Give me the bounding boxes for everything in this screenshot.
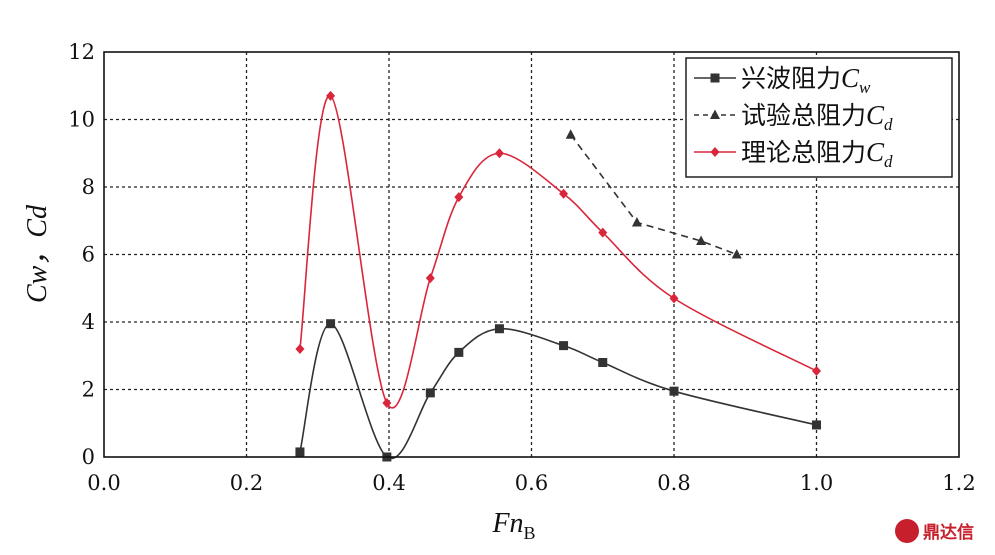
y-tick-label: 2 (82, 378, 95, 402)
legend-marker-triangle (710, 109, 720, 119)
legend-label-prefix: 理论总阻力 (741, 138, 866, 167)
series-line-1 (570, 134, 737, 256)
data-point-triangle (731, 249, 742, 259)
data-point-diamond (494, 148, 504, 159)
x-tick-label: 1.0 (800, 471, 833, 495)
series-line-2 (299, 95, 817, 409)
data-point-diamond (669, 293, 679, 304)
data-point-triangle (565, 129, 576, 139)
legend-marker-diamond (710, 147, 720, 157)
data-point-square (425, 388, 435, 398)
legend-label: 试验总阻力Cd (741, 100, 893, 134)
data-point-diamond (382, 398, 392, 408)
legend-label-sub: w (859, 78, 871, 97)
legend-label-symbol: C (841, 63, 860, 93)
y-axis-title: Cw，Cd (22, 204, 53, 303)
y-tick-label: 4 (82, 310, 95, 334)
legend-marker-square (710, 73, 720, 83)
y-tick-label: 8 (82, 175, 95, 199)
legend-label-prefix: 试验总阻力 (741, 101, 866, 130)
data-point-diamond (425, 273, 435, 284)
data-point-diamond (559, 188, 569, 199)
x-axis-title: FnB (491, 508, 535, 543)
x-tick-label: 1.2 (942, 471, 975, 495)
data-point-square (326, 319, 336, 329)
y-tick-label: 12 (68, 40, 95, 64)
x-tick-labels: 0.0 0.2 0.4 0.6 0.8 1.0 1.2 (87, 471, 975, 495)
data-point-diamond (295, 344, 305, 354)
data-point-triangle (631, 216, 642, 227)
y-tick-labels: 0 2 4 6 8 10 12 (68, 40, 95, 469)
y-tick-label: 0 (82, 445, 95, 469)
data-point-square (598, 358, 608, 367)
x-axis-title-main: Fn (491, 508, 523, 539)
data-point-diamond (598, 227, 608, 238)
data-point-square (295, 447, 305, 457)
watermark-text: 鼎达信 (923, 522, 974, 543)
legend-label-symbol: C (866, 137, 885, 167)
data-point-diamond (812, 365, 821, 376)
data-point-square (812, 420, 821, 430)
data-point-square (494, 324, 504, 334)
legend-label-sub: d (884, 115, 893, 134)
plot-frame (103, 51, 960, 458)
x-tick-label: 0.8 (657, 471, 690, 495)
y-tick-label: 10 (68, 108, 95, 132)
x-axis-title-sub: B (524, 523, 536, 543)
legend-label-sub: d (884, 152, 893, 171)
legend-label-prefix: 兴波阻力 (741, 64, 841, 93)
legend-label-symbol: C (866, 100, 885, 130)
data-point-triangle (696, 235, 707, 245)
y-tick-label: 6 (82, 243, 95, 267)
watermark-logo: 鼎达信 (895, 519, 974, 543)
data-point-diamond (454, 192, 464, 203)
watermark-seal-icon (895, 519, 919, 543)
data-point-square (454, 347, 464, 357)
legend-label: 兴波阻力Cw (741, 63, 871, 97)
series-markers (295, 90, 821, 462)
x-tick-label: 0.2 (230, 471, 263, 495)
x-tick-label: 0.6 (515, 471, 548, 495)
x-tick-label: 0.4 (372, 471, 405, 495)
legend-label: 理论总阻力Cd (741, 137, 893, 171)
data-point-diamond (326, 90, 336, 101)
x-tick-label: 0.0 (87, 471, 120, 495)
data-point-square (669, 386, 679, 396)
data-point-square (559, 341, 569, 351)
